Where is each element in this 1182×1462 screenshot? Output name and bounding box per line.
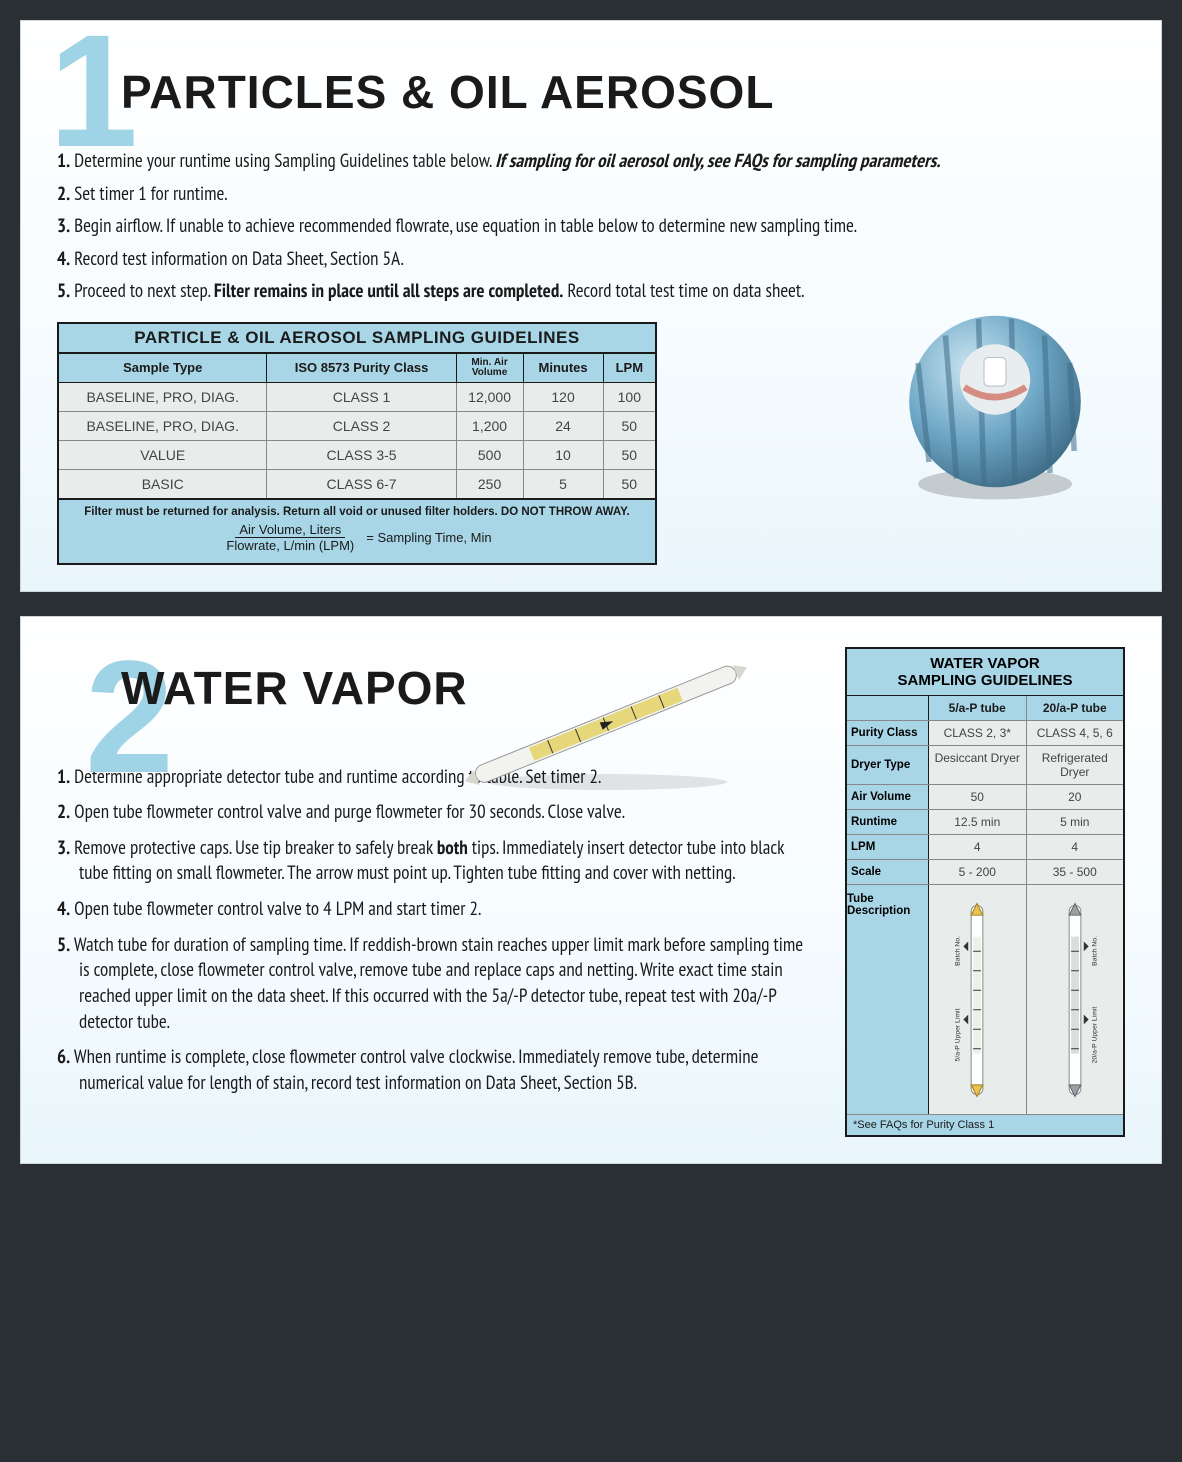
table1-caption: PARTICLE & OIL AEROSOL SAMPLING GUIDELIN… <box>57 322 657 352</box>
table-row: VALUECLASS 3-55001050 <box>58 440 656 469</box>
wv-col-5a: 5/a-P tube <box>929 696 1027 720</box>
col-sample-type: Sample Type <box>58 353 267 383</box>
table-row: Purity ClassCLASS 2, 3*CLASS 4, 5, 6 <box>847 721 1123 746</box>
step-1-4: 4. Record test information on Data Sheet… <box>57 245 1125 274</box>
wv-tube-description-row: Tube Description Batch No. 5/a-P Upper L… <box>847 885 1123 1115</box>
step-2-1: 1. Determine appropriate detector tube a… <box>57 765 817 791</box>
col-minutes: Minutes <box>523 353 603 383</box>
step-1-2: 2. Set timer 1 for runtime. <box>57 180 1125 209</box>
table-row: Scale5 - 20035 - 500 <box>847 860 1123 885</box>
table-row: Runtime12.5 min5 min <box>847 810 1123 835</box>
step-2-3: 3. Remove protective caps. Use tip break… <box>57 836 817 887</box>
col-lpm: LPM <box>603 353 656 383</box>
svg-text:5/a-P Upper Limit: 5/a-P Upper Limit <box>955 1008 962 1061</box>
section-particles-oil: 1 PARTICLES & OIL AEROSOL 1. Determine y… <box>20 20 1162 592</box>
table-row: BASICCLASS 6-7250550 <box>58 469 656 499</box>
steps-list-2: 1. Determine appropriate detector tube a… <box>57 765 817 1097</box>
sampling-equation: Air Volume, Liters Flowrate, L/min (LPM)… <box>222 522 491 553</box>
filter-cap-icon <box>865 292 1125 522</box>
table1-body: BASELINE, PRO, DIAG.CLASS 112,000120100B… <box>58 382 656 499</box>
section-number-1: 1 <box>49 11 128 171</box>
wv-table-caption: WATER VAPOR SAMPLING GUIDELINES <box>847 649 1123 697</box>
table-row: BASELINE, PRO, DIAG.CLASS 112,000120100 <box>58 382 656 411</box>
wv-footnote: *See FAQs for Purity Class 1 <box>847 1115 1123 1135</box>
wv-rows-container: Purity ClassCLASS 2, 3*CLASS 4, 5, 6Drye… <box>847 721 1123 885</box>
table-row: LPM44 <box>847 835 1123 860</box>
svg-text:Batch No.: Batch No. <box>955 935 962 965</box>
wv-tube-20a-diagram: Batch No. 20/a-P Upper Limit <box>1027 885 1124 1114</box>
water-vapor-table: WATER VAPOR SAMPLING GUIDELINES 5/a-P tu… <box>845 647 1125 1138</box>
step-2-5: 5. Watch tube for duration of sampling t… <box>57 933 817 1036</box>
wv-header-row: 5/a-P tube 20/a-P tube <box>847 696 1123 721</box>
step-2-4: 4. Open tube flowmeter control valve to … <box>57 897 817 923</box>
svg-text:20/a-P Upper Limit: 20/a-P Upper Limit <box>1091 1006 1098 1063</box>
table-row: Air Volume5020 <box>847 785 1123 810</box>
step-1-3: 3. Begin airflow. If unable to achieve r… <box>57 212 1125 241</box>
step-2-6: 6. When runtime is complete, close flowm… <box>57 1045 817 1096</box>
section-title-2: WATER VAPOR <box>121 661 825 715</box>
particle-oil-table: PARTICLE & OIL AEROSOL SAMPLING GUIDELIN… <box>57 322 657 565</box>
table-row: BASELINE, PRO, DIAG.CLASS 21,2002450 <box>58 411 656 440</box>
table1-footer: Filter must be returned for analysis. Re… <box>57 500 657 565</box>
svg-text:Batch No.: Batch No. <box>1091 935 1098 965</box>
section-title-1: PARTICLES & OIL AEROSOL <box>121 65 1125 119</box>
col-iso-class: ISO 8573 Purity Class <box>267 353 456 383</box>
step-1-1: 1. Determine your runtime using Sampling… <box>57 147 1125 176</box>
section-water-vapor: 2 WATER VAPOR 1. <box>20 616 1162 1165</box>
steps-list-1: 1. Determine your runtime using Sampling… <box>57 147 1125 306</box>
wv-col-20a: 20/a-P tube <box>1027 696 1124 720</box>
col-min-air: Min. Air Volume <box>456 353 523 383</box>
step-2-2: 2. Open tube flowmeter control valve and… <box>57 800 817 826</box>
wv-tube-5a-diagram: Batch No. 5/a-P Upper Limit <box>929 885 1027 1114</box>
table-row: Dryer TypeDesiccant DryerRefrigerated Dr… <box>847 746 1123 785</box>
